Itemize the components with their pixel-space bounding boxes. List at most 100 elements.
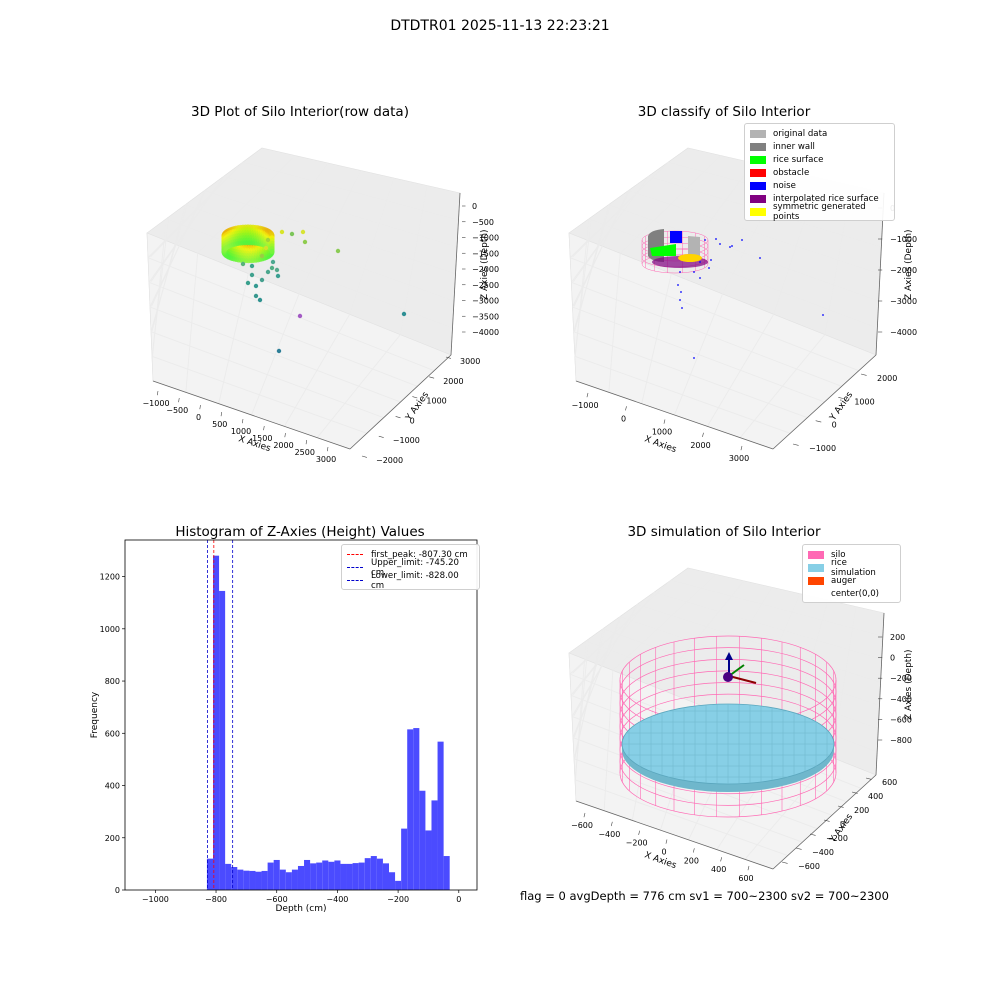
histogram-bar [231, 867, 238, 890]
grid-line [636, 604, 881, 683]
data-point [253, 283, 259, 289]
x-tick-label: 0 [456, 895, 461, 904]
grid-line [603, 670, 614, 811]
y-tick-mark [815, 420, 822, 423]
histogram-bar [419, 790, 426, 890]
y-tick-label: 0 [832, 421, 837, 430]
z-tick-label: −2500 [472, 281, 499, 290]
histogram-frame [124, 539, 478, 891]
legend-label: center(0,0) [831, 588, 880, 599]
x-tick-mark [586, 392, 589, 398]
z-tick-label: −500 [472, 218, 494, 227]
grid-line [147, 257, 435, 372]
grid-line [572, 579, 672, 674]
x-tick-label: −800 [205, 895, 227, 904]
grid-line [670, 579, 883, 637]
x-tick-label: 1500 [252, 434, 272, 443]
y-tick-label: 1200 [100, 573, 120, 582]
y-tick-mark [851, 791, 858, 794]
histogram-bar [376, 858, 383, 890]
x-tick-label: −500 [166, 406, 188, 415]
z-tick-label: −3000 [472, 297, 499, 306]
x-axis-line [575, 380, 774, 450]
z-tick-label: −200 [890, 674, 912, 683]
x-axis-line [575, 800, 774, 870]
data-point [401, 311, 407, 317]
histogram-bar [364, 858, 371, 890]
x-tick-label: −400 [326, 895, 348, 904]
histogram-bar [431, 800, 438, 890]
histogram-bars [206, 555, 450, 890]
panel1-y-ticks: −2000 −1000 0 1000 2000 3000 [361, 356, 480, 465]
x-tick-mark [157, 390, 159, 396]
noise-point [679, 299, 681, 301]
noise-point [699, 277, 701, 279]
legend-item: Lower_limit: -828.00 cm [347, 571, 473, 591]
z-tick-label: −3500 [472, 312, 499, 321]
data-point [297, 313, 303, 319]
legend-item: noise [750, 179, 888, 192]
x-arrow [728, 675, 757, 684]
z-axis-line [450, 192, 461, 356]
y-tick-label: −200 [826, 834, 848, 843]
grid-line [573, 758, 803, 843]
noise-point [719, 243, 721, 245]
z-tick-label: 200 [890, 633, 905, 642]
legend-label: obstacle [773, 167, 810, 178]
legend-label: symmetric generated points [773, 201, 866, 222]
histogram-bar [407, 729, 414, 890]
y-tick-label: 3000 [460, 357, 480, 366]
panel2-legend: original data inner wall rice surface ob… [744, 123, 895, 222]
x-tick-mark [692, 848, 695, 853]
legend-label: first_peak: -807.30 cm [371, 549, 468, 560]
y-tick-label: 600 [105, 729, 120, 738]
histogram-y-ticks: 0 200 400 600 800 1000 1200 [100, 573, 125, 895]
y-tick-label: 400 [105, 782, 120, 791]
z-tick-label: −1000 [472, 234, 499, 243]
noise-point [729, 246, 731, 248]
x-tick-label: 3000 [316, 455, 336, 464]
figure-title: DTDTR01 2025-11-13 22:23:21 [390, 18, 610, 34]
grid-line [150, 161, 244, 258]
legend-item: center(0,0) [808, 587, 894, 600]
legend-item: first_peak: -807.30 cm [347, 548, 473, 561]
y-tick-label: 400 [868, 792, 883, 801]
y-tick-mark [823, 819, 830, 822]
data-point [259, 253, 265, 259]
legend-swatch [750, 207, 766, 216]
legend-label: Lower_limit: -828.00 cm [371, 570, 459, 591]
histogram-bar [328, 861, 335, 890]
legend-label: noise [773, 180, 796, 191]
z-tick-label: −800 [890, 736, 912, 745]
symmetric-points [678, 254, 702, 262]
histogram-bar [370, 856, 377, 890]
legend-swatch [808, 550, 824, 559]
data-point [257, 297, 263, 303]
legend-item: obstacle [750, 166, 888, 179]
y-tick-mark [838, 397, 845, 400]
data-point [300, 229, 306, 235]
x-tick-mark [720, 857, 722, 862]
panel1-z-label: Z Axies (Depth) [480, 229, 490, 300]
histogram-title: Histogram of Z-Axies (Height) Values [175, 524, 425, 540]
data-point [275, 273, 281, 279]
y-tick-label: 200 [854, 806, 869, 815]
z-tick-label: 0 [890, 654, 895, 663]
x-tick-label: 2000 [273, 441, 293, 450]
z-tick-label: −2000 [472, 265, 499, 274]
panel4-z-label: Z Axies (Depth) [904, 649, 914, 720]
noise-point [710, 259, 712, 261]
histogram-bar [401, 828, 408, 890]
histogram-bar [413, 728, 420, 890]
z-tick-label: −2000 [890, 266, 917, 275]
x-tick-mark [199, 404, 201, 410]
histogram-bar [352, 863, 359, 890]
grid-line [572, 161, 669, 258]
data-point [265, 269, 271, 275]
histogram-bar [340, 863, 347, 890]
grid-line [574, 628, 604, 759]
z-tick-label: −1000 [890, 235, 917, 244]
noise-point [677, 284, 679, 286]
data-point [274, 267, 280, 273]
